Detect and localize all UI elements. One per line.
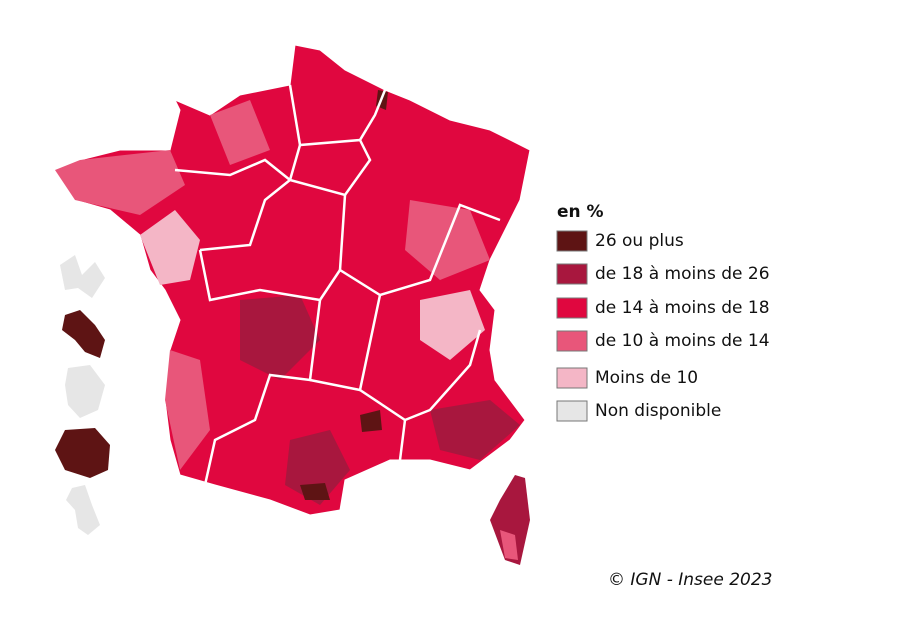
darkest-zone xyxy=(360,410,382,432)
legend-label: de 10 à moins de 14 xyxy=(595,331,770,351)
medium-zone xyxy=(55,150,185,215)
legend-swatch xyxy=(556,330,588,352)
legend: 26 ou plus de 18 à moins de 26 de 14 à moi… xyxy=(556,230,770,422)
legend-title: en % xyxy=(557,202,604,222)
legend-swatch xyxy=(556,297,588,319)
guyane xyxy=(65,365,105,418)
legend-label: Non disponible xyxy=(595,401,721,421)
legend-label: Moins de 10 xyxy=(595,368,698,388)
legend-swatch xyxy=(556,230,588,252)
metropolitan-france xyxy=(54,44,531,516)
dark-zone xyxy=(430,400,520,460)
corsica xyxy=(490,475,530,565)
legend-label: 26 ou plus xyxy=(595,231,684,251)
overseas-territories xyxy=(55,255,110,535)
medium-zone xyxy=(405,200,490,280)
legend-swatch xyxy=(556,263,588,285)
region-borders xyxy=(174,84,501,486)
mayotte xyxy=(66,485,100,535)
dark-zone xyxy=(240,295,320,380)
source-note: © IGN - Insee 2023 xyxy=(608,570,772,590)
corsica-shape xyxy=(490,475,530,565)
corsica-zone xyxy=(500,530,518,560)
legend-swatch xyxy=(556,400,588,422)
light-zone xyxy=(140,210,200,285)
light-zone xyxy=(420,290,485,360)
reunion xyxy=(55,428,110,478)
medium-zone xyxy=(165,350,210,470)
guadeloupe xyxy=(60,255,105,298)
martinique xyxy=(62,310,105,358)
legend-swatch xyxy=(556,367,588,389)
medium-zone xyxy=(210,100,270,165)
legend-label: de 14 à moins de 18 xyxy=(595,298,770,318)
legend-label: de 18 à moins de 26 xyxy=(595,264,770,284)
darkest-zone xyxy=(300,483,330,500)
